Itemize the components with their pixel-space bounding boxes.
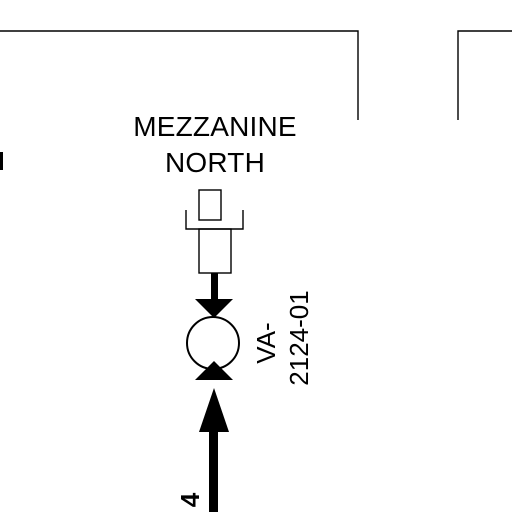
flow-arrow-head <box>199 388 229 432</box>
area-label-line-2: NORTH <box>165 147 265 178</box>
valve-top-triangle <box>195 299 233 318</box>
valve-body <box>186 316 240 370</box>
right-room-outline <box>457 30 512 120</box>
pipe-riser-lower <box>209 430 218 512</box>
valve-symbol <box>186 299 240 380</box>
outlet-head-cap <box>198 189 222 221</box>
area-label-line-1: MEZZANINE <box>133 111 297 142</box>
pipe-riser-upper <box>211 273 218 301</box>
left-room-outline <box>0 30 359 120</box>
valve-tag-line-2: 2124-01 <box>284 290 314 385</box>
pipe-size-label: 4 <box>175 492 205 507</box>
outlet-head-symbol <box>185 189 244 274</box>
valve-bottom-triangle <box>195 361 233 380</box>
edge-tick-mark <box>0 152 3 170</box>
valve-tag-line-1: VA- <box>251 322 281 363</box>
outlet-head-body <box>198 228 232 274</box>
